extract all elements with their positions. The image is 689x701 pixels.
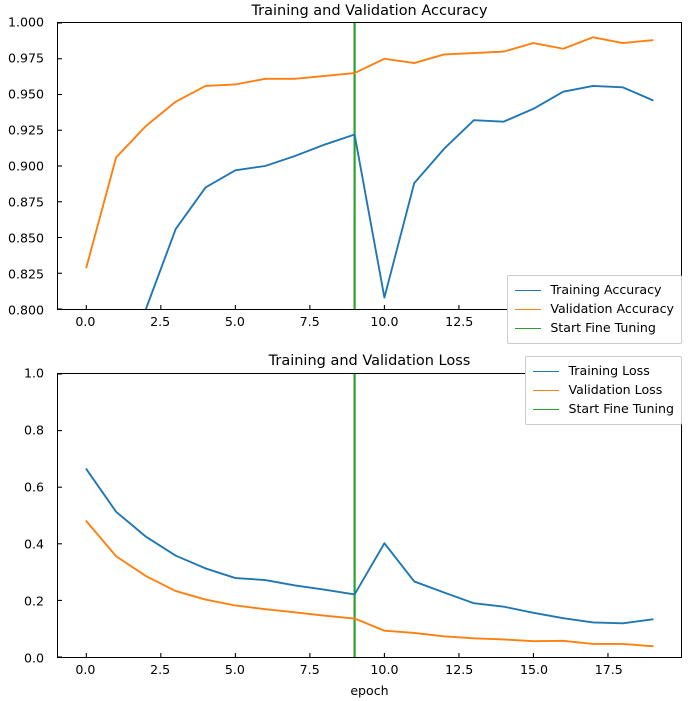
x-tick-label: 10.0 <box>370 662 399 677</box>
accuracy-y-axis-labels: 0.800 0.825 0.850 0.875 0.900 0.925 0.950 0.975… <box>0 15 52 318</box>
loss-y-axis-labels: 0.0 0.2 0.4 0.6 0.8 1.0 <box>0 366 52 666</box>
loss-plot-area <box>58 374 654 657</box>
accuracy-plot-area <box>58 23 654 309</box>
y-tick-label: 0.850 <box>7 230 44 246</box>
legend-color-swatch <box>533 371 560 372</box>
legend-item[interactable]: Validation Accuracy <box>515 300 674 319</box>
accuracy-panel: Training and Validation Accuracy 0.800 0.… <box>0 0 689 350</box>
legend-label: Start Fine Tuning <box>550 320 656 336</box>
x-tick-label: 12.5 <box>445 662 474 677</box>
x-axis-label: epoch <box>350 683 389 698</box>
y-tick-label: 1.000 <box>7 14 44 30</box>
y-tick-label: 0.975 <box>7 50 44 66</box>
x-tick-label: 0.0 <box>75 662 96 677</box>
loss-panel: Training and Validation Loss 0.0 0.2 0.4 0.… <box>0 350 689 701</box>
legend-item[interactable]: Start Fine Tuning <box>533 400 674 419</box>
legend-item[interactable]: Start Fine Tuning <box>515 319 674 338</box>
x-tick-label: 0.0 <box>75 314 96 329</box>
x-tick-label: 15.0 <box>519 662 548 677</box>
accuracy-legend[interactable]: Training Accuracy Validation Accuracy Star… <box>507 275 682 344</box>
x-tick-label: 10.0 <box>370 314 399 329</box>
x-tick-label: 7.5 <box>299 662 320 677</box>
series-line-training <box>85 468 654 625</box>
y-tick-label: 0.900 <box>7 158 44 174</box>
legend-item[interactable]: Training Accuracy <box>515 281 674 300</box>
legend-label: Training Loss <box>568 363 650 379</box>
series-line-validation <box>85 36 654 269</box>
x-tick-label: 5.0 <box>224 662 245 677</box>
y-tick-label: 0.0 <box>23 650 44 666</box>
y-tick-label: 0.950 <box>7 86 44 102</box>
y-tick-label: 0.875 <box>7 194 44 210</box>
x-tick-label: 17.5 <box>594 662 623 677</box>
loss-chart-title: Training and Validation Loss <box>268 353 471 369</box>
y-tick-label: 0.6 <box>23 479 44 495</box>
x-tick-label: 12.5 <box>445 314 474 329</box>
x-tick-label: 7.5 <box>299 314 320 329</box>
legend-item[interactable]: Validation Loss <box>533 381 674 400</box>
x-tick-label: 5.0 <box>224 314 245 329</box>
legend-label: Validation Loss <box>568 382 663 398</box>
legend-color-swatch <box>533 390 560 391</box>
loss-x-axis-labels: 0.0 2.5 5.0 7.5 10.0 12.5 15.0 17.5 <box>0 658 689 680</box>
legend-color-swatch <box>515 290 542 291</box>
legend-color-swatch <box>515 309 542 310</box>
y-tick-label: 0.4 <box>23 536 44 552</box>
legend-item[interactable]: Training Loss <box>533 362 674 381</box>
y-tick-label: 1.0 <box>23 365 44 381</box>
accuracy-axes <box>57 22 682 310</box>
y-tick-label: 0.825 <box>7 266 44 282</box>
y-tick-label: 0.2 <box>23 593 44 609</box>
loss-legend[interactable]: Training Loss Validation Loss Start Fine T… <box>525 356 682 425</box>
legend-label: Training Accuracy <box>550 282 662 298</box>
y-tick-label: 0.8 <box>23 422 44 438</box>
legend-label: Validation Accuracy <box>550 301 674 317</box>
y-tick-label: 0.925 <box>7 122 44 138</box>
series-line-training <box>144 84 654 309</box>
accuracy-chart-title: Training and Validation Accuracy <box>251 3 488 19</box>
series-line-validation <box>85 520 654 648</box>
legend-label: Start Fine Tuning <box>568 401 674 417</box>
x-tick-label: 2.5 <box>150 662 171 677</box>
legend-color-swatch <box>515 328 542 329</box>
legend-color-swatch <box>533 409 560 410</box>
y-tick-label: 0.800 <box>7 302 44 318</box>
x-tick-label: 2.5 <box>150 314 171 329</box>
